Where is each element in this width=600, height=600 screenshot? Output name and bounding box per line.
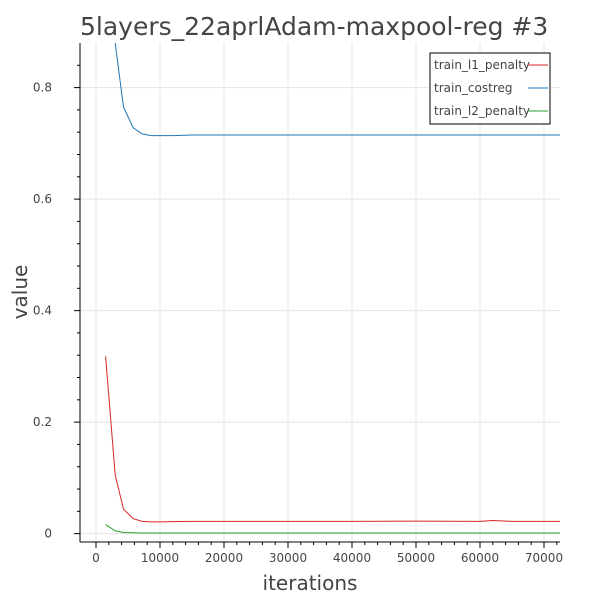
y-tick-label-0: 0 [44,527,52,541]
x-tick-label-3: 30000 [269,551,307,565]
legend-label-train-costreg: train_costreg [434,81,513,95]
y-tick-label-4: 0.8 [33,81,52,95]
y-tick-label-2: 0.4 [33,304,52,318]
y-axis-label: value [8,265,32,320]
x-axis-label: iterations [263,571,358,595]
gridlines [80,43,560,542]
legend-label-train-l1-penalty: train_l1_penalty [434,58,530,72]
legend-label-train-l2-penalty: train_l2_penalty [434,104,530,118]
x-tick-label-1: 10000 [141,551,179,565]
x-tick-label-7: 70000 [525,551,563,565]
series-line-train-l1-penalty [105,356,560,523]
x-tick-label-2: 20000 [205,551,243,565]
series-line-train-l2-penalty [105,524,560,534]
y-tick-label-3: 0.6 [33,192,52,206]
legend: train_l1_penalty train_costreg train_l2_… [429,52,551,125]
series-line-train-costreg [114,43,560,137]
x-tick-label-5: 50000 [397,551,435,565]
x-tick-label-0: 0 [92,551,100,565]
y-tick-label-1: 0.2 [33,415,52,429]
chart-title: 5layers_22aprlAdam-maxpool-reg #3 [80,12,548,41]
x-tick-label-6: 60000 [461,551,499,565]
axes: 0 10000 20000 30000 40000 50000 60000 70000 0 0.2… [33,43,563,565]
x-tick-label-4: 40000 [333,551,371,565]
series-lines [105,43,560,534]
